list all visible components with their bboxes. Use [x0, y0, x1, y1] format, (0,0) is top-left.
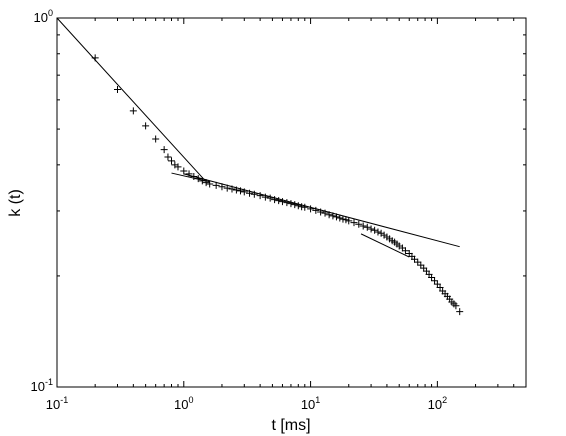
- data-point: [417, 261, 425, 269]
- data-point: [452, 302, 460, 310]
- data-point: [190, 172, 198, 180]
- data-point: [332, 213, 340, 221]
- data-point: [325, 211, 333, 219]
- data-point: [228, 185, 236, 193]
- data-point: [246, 189, 254, 197]
- fit-line: [183, 173, 460, 248]
- data-point: [359, 222, 367, 230]
- data-point: [339, 215, 347, 223]
- y-axis-ticks: 10-1 100: [31, 8, 526, 394]
- data-point: [283, 199, 291, 207]
- data-point: [202, 179, 210, 187]
- data-point: [350, 219, 358, 227]
- x-tick-label: 100: [174, 395, 193, 412]
- y-tick-label: 10-1: [31, 377, 53, 394]
- fit-line: [360, 233, 410, 258]
- x-tick-label: 101: [301, 395, 320, 412]
- data-point: [321, 209, 329, 217]
- data-points: [91, 54, 464, 316]
- data-point: [329, 212, 337, 220]
- x-axis-label: t [ms]: [271, 417, 310, 434]
- data-point: [152, 135, 160, 143]
- data-point: [377, 229, 385, 237]
- data-point: [168, 157, 176, 165]
- data-point: [336, 214, 344, 222]
- y-axis-label: k (t): [7, 189, 24, 217]
- data-point: [194, 175, 202, 183]
- data-point: [180, 167, 188, 175]
- data-point: [301, 203, 309, 211]
- data-point: [371, 226, 379, 234]
- data-point: [428, 274, 436, 282]
- data-point: [374, 228, 382, 236]
- data-point: [91, 54, 99, 62]
- data-point: [298, 203, 306, 211]
- data-point: [142, 122, 150, 130]
- y-tick-label: 100: [34, 8, 53, 25]
- data-point: [410, 255, 418, 263]
- data-point: [198, 177, 206, 185]
- data-point: [218, 183, 226, 191]
- data-point: [401, 247, 409, 255]
- data-point: [212, 181, 220, 189]
- data-point: [240, 188, 248, 196]
- data-point: [174, 163, 182, 171]
- data-point: [345, 217, 353, 225]
- data-point: [266, 194, 274, 202]
- fit-line: [171, 172, 210, 183]
- fit-line: [56, 17, 207, 183]
- data-point: [185, 170, 193, 178]
- plot-area-frame: [56, 17, 527, 388]
- data-point: [367, 225, 375, 233]
- x-axis-ticks: 10-1 100 101 102: [46, 18, 527, 412]
- data-point: [287, 200, 295, 208]
- data-point: [160, 146, 168, 154]
- data-point: [129, 107, 137, 115]
- data-point: [307, 205, 315, 213]
- data-point: [317, 208, 325, 216]
- data-point: [312, 206, 320, 214]
- data-point: [164, 153, 172, 161]
- fit-lines: [56, 17, 460, 258]
- data-point: [232, 186, 240, 194]
- data-point: [236, 187, 244, 195]
- data-point: [223, 184, 231, 192]
- data-point: [256, 192, 264, 200]
- data-point: [271, 196, 279, 204]
- x-tick-label: 10-1: [46, 395, 68, 412]
- data-point: [278, 198, 286, 206]
- data-point: [355, 220, 363, 228]
- data-point: [250, 190, 258, 198]
- data-point: [363, 223, 371, 231]
- data-point: [294, 202, 302, 210]
- data-point: [206, 180, 214, 188]
- data-point: [275, 197, 283, 205]
- data-point: [291, 201, 299, 209]
- data-point: [261, 193, 269, 201]
- data-point: [456, 308, 464, 316]
- data-point: [414, 258, 422, 266]
- x-tick-label: 102: [428, 395, 447, 412]
- data-point: [113, 86, 121, 94]
